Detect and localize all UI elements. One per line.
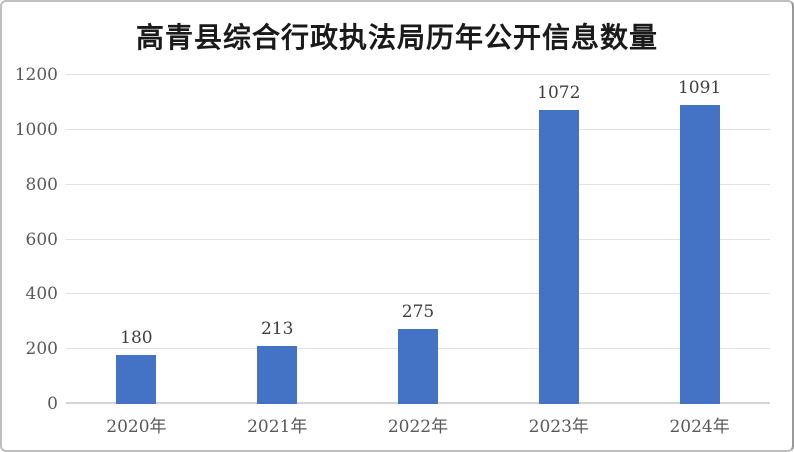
- y-axis-tick-label: 400: [25, 284, 58, 305]
- data-label: 1072: [537, 83, 581, 104]
- bar-2024年: [679, 104, 720, 404]
- bar-slot: 275: [348, 75, 489, 404]
- gridline: [66, 238, 770, 240]
- bar-2020年: [116, 354, 157, 404]
- x-axis-tick-label: 2024年: [669, 417, 730, 437]
- bar-slot: 213: [207, 75, 348, 404]
- gridline: [66, 293, 770, 295]
- bar-slot: 1072: [488, 75, 629, 404]
- bar-2022年: [397, 328, 438, 404]
- bar-slot: 180: [66, 75, 207, 404]
- data-label: 1091: [677, 77, 722, 98]
- x-axis-tick-label: 2022年: [387, 417, 449, 437]
- bar-slot: 1091: [629, 75, 770, 404]
- y-axis-tick-label: 200: [25, 339, 58, 360]
- data-label: 180: [120, 327, 153, 348]
- x-axis-tick-label: 2021年: [247, 417, 308, 437]
- bar-2021年: [257, 345, 298, 404]
- x-axis-tick-label: 2020年: [106, 417, 167, 437]
- gridline: [66, 74, 770, 75]
- y-axis-tick-label: 0: [47, 394, 58, 414]
- plot-area: 180 213 275 1072 1091: [66, 74, 770, 404]
- x-axis-tick-label: 2023年: [528, 417, 589, 437]
- data-label: 275: [401, 301, 435, 322]
- y-axis-tick-label: 1000: [14, 119, 58, 140]
- gridline: [66, 128, 770, 130]
- data-label: 213: [260, 318, 294, 339]
- y-axis-tick-label: 1200: [14, 65, 58, 85]
- y-axis-tick-label: 600: [25, 229, 58, 250]
- bar-2023年: [538, 110, 579, 404]
- y-axis-tick-label: 800: [25, 174, 58, 195]
- gridline: [66, 183, 770, 185]
- chart-title: 高青县综合行政执法局历年公开信息数量: [135, 21, 658, 54]
